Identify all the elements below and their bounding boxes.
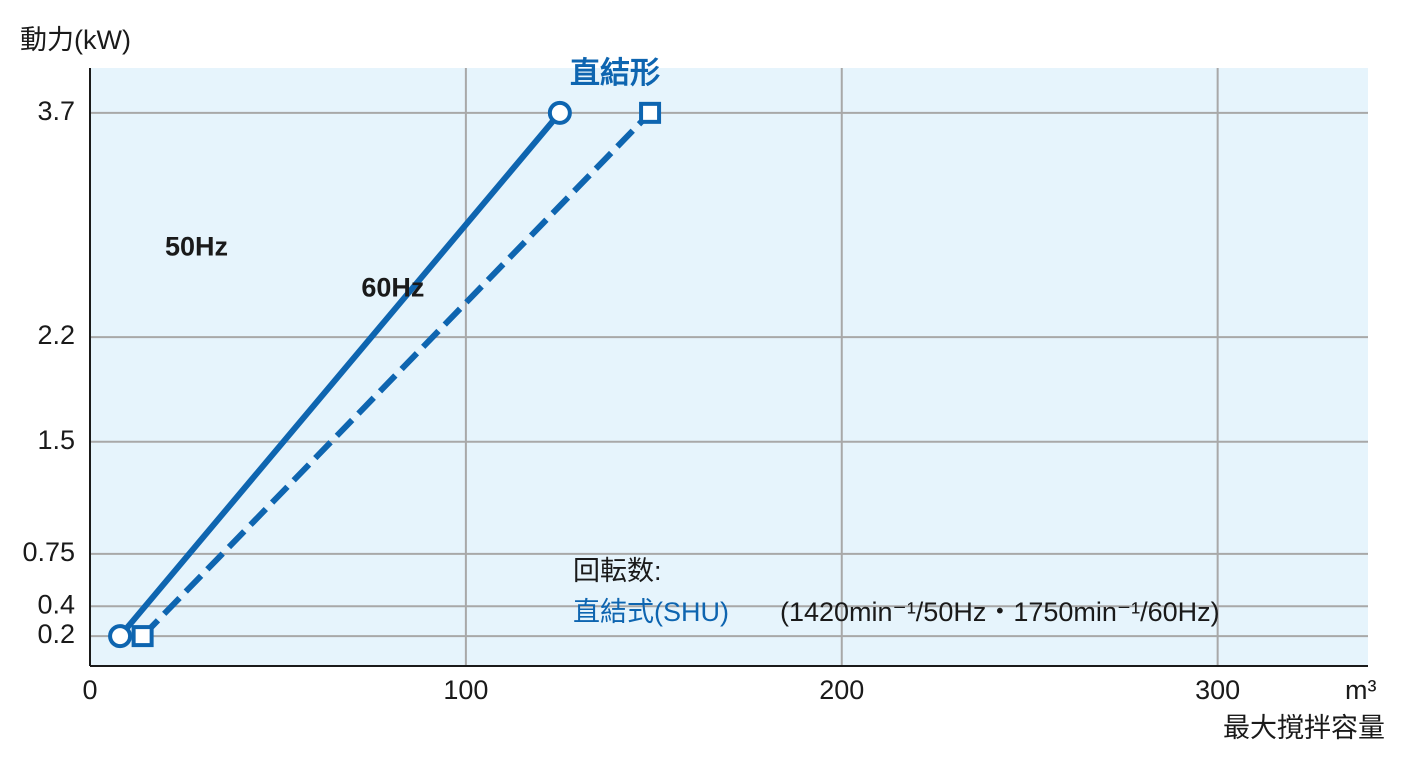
plot-area [90,68,1368,666]
marker [131,625,154,648]
series-label: 60Hz [361,273,424,303]
x-unit: m³ [1345,675,1376,705]
x-tick-label: 100 [443,675,488,705]
y-axis-title: 動力(kW) [20,25,131,55]
model-label: 直結式(SHU) [573,597,729,627]
y-tick-label: 0.75 [22,537,75,567]
y-tick-label: 1.5 [37,425,75,455]
marker [547,100,572,125]
grid [89,68,1368,666]
speed-label: 回転数: [573,556,662,586]
y-tick-label: 0.4 [37,589,75,619]
speed-spec: (1420min⁻¹/50Hz・1750min⁻¹/60Hz) [780,597,1220,627]
marker [108,624,133,649]
x-tick-label: 300 [1195,675,1240,705]
y-tick-label: 2.2 [37,320,75,350]
data-line [117,110,563,639]
data-line [140,110,653,639]
x-tick-label: 200 [819,675,864,705]
series-label: 50Hz [165,232,228,262]
x-tick-label: 0 [82,675,97,705]
chart-title: 直結形 [570,56,660,90]
y-tick-label: 3.7 [37,96,75,126]
y-tick-label: 0.2 [37,619,75,649]
x-axis-title: 最大撹拌容量 [1223,713,1385,743]
marker [639,101,662,124]
